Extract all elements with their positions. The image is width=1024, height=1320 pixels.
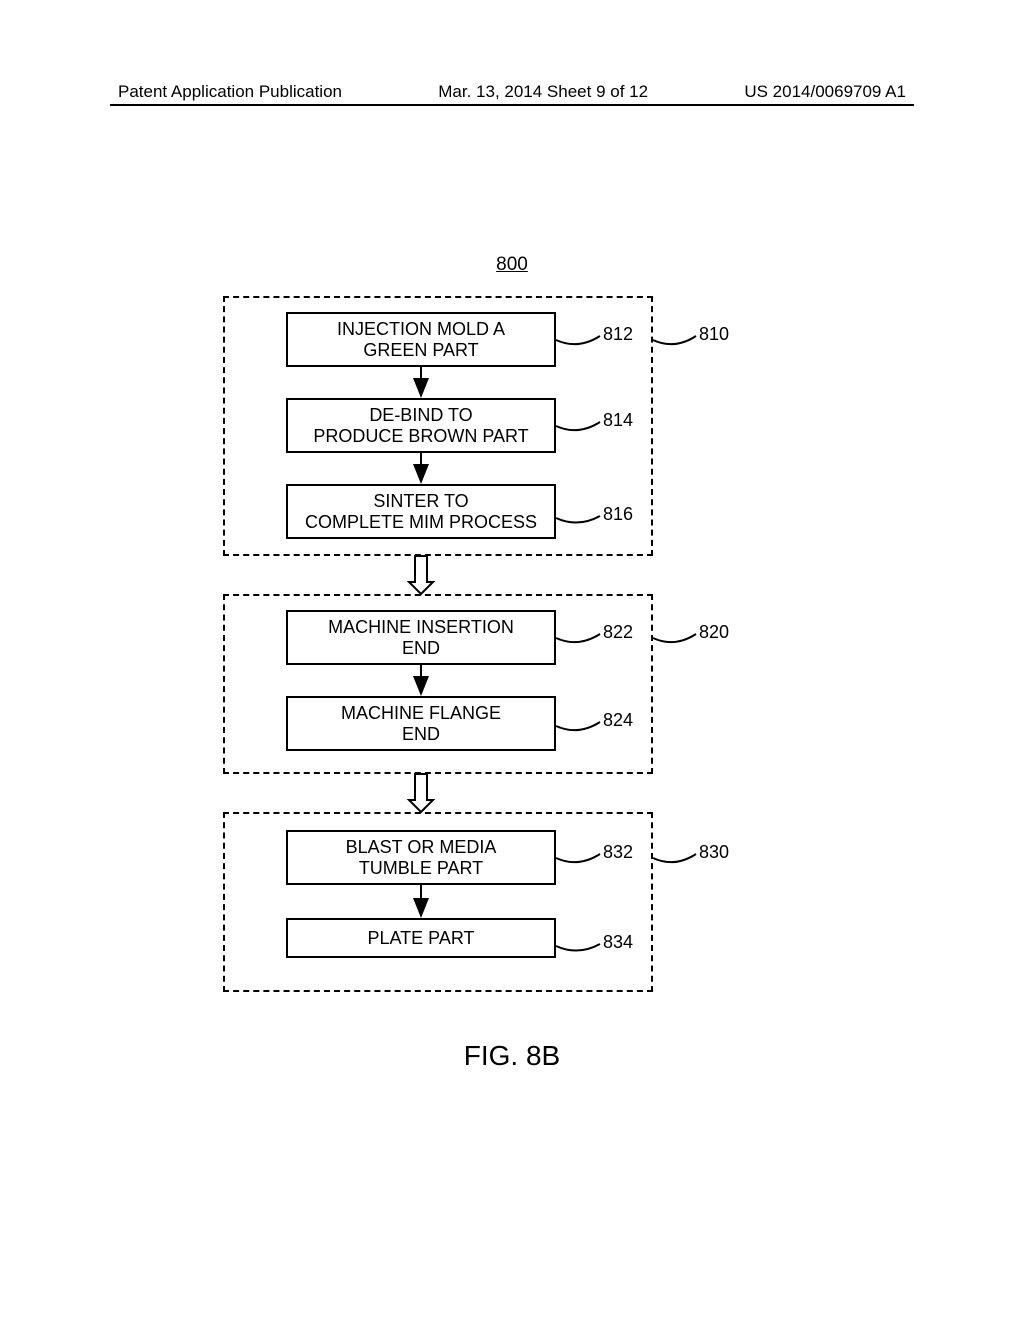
ref-label-820: 820 bbox=[699, 622, 729, 643]
ref-leader bbox=[556, 336, 600, 344]
ref-leader bbox=[653, 854, 696, 862]
ref-label-812: 812 bbox=[603, 324, 633, 345]
ref-leader bbox=[556, 516, 600, 523]
ref-leader bbox=[556, 944, 600, 951]
ref-label-816: 816 bbox=[603, 504, 633, 525]
ref-leader bbox=[556, 422, 600, 430]
connectors-layer bbox=[0, 0, 1024, 1320]
figure-caption: FIG. 8B bbox=[464, 1040, 560, 1072]
arrow-hollow bbox=[409, 774, 433, 812]
ref-label-810: 810 bbox=[699, 324, 729, 345]
arrow-hollow bbox=[409, 556, 433, 594]
ref-leader bbox=[556, 854, 600, 862]
ref-leader bbox=[653, 336, 696, 344]
ref-label-814: 814 bbox=[603, 410, 633, 431]
ref-label-834: 834 bbox=[603, 932, 633, 953]
ref-leader bbox=[653, 634, 696, 642]
ref-label-832: 832 bbox=[603, 842, 633, 863]
ref-leader bbox=[556, 634, 600, 642]
ref-label-824: 824 bbox=[603, 710, 633, 731]
ref-label-830: 830 bbox=[699, 842, 729, 863]
ref-leader bbox=[556, 722, 600, 730]
ref-label-822: 822 bbox=[603, 622, 633, 643]
